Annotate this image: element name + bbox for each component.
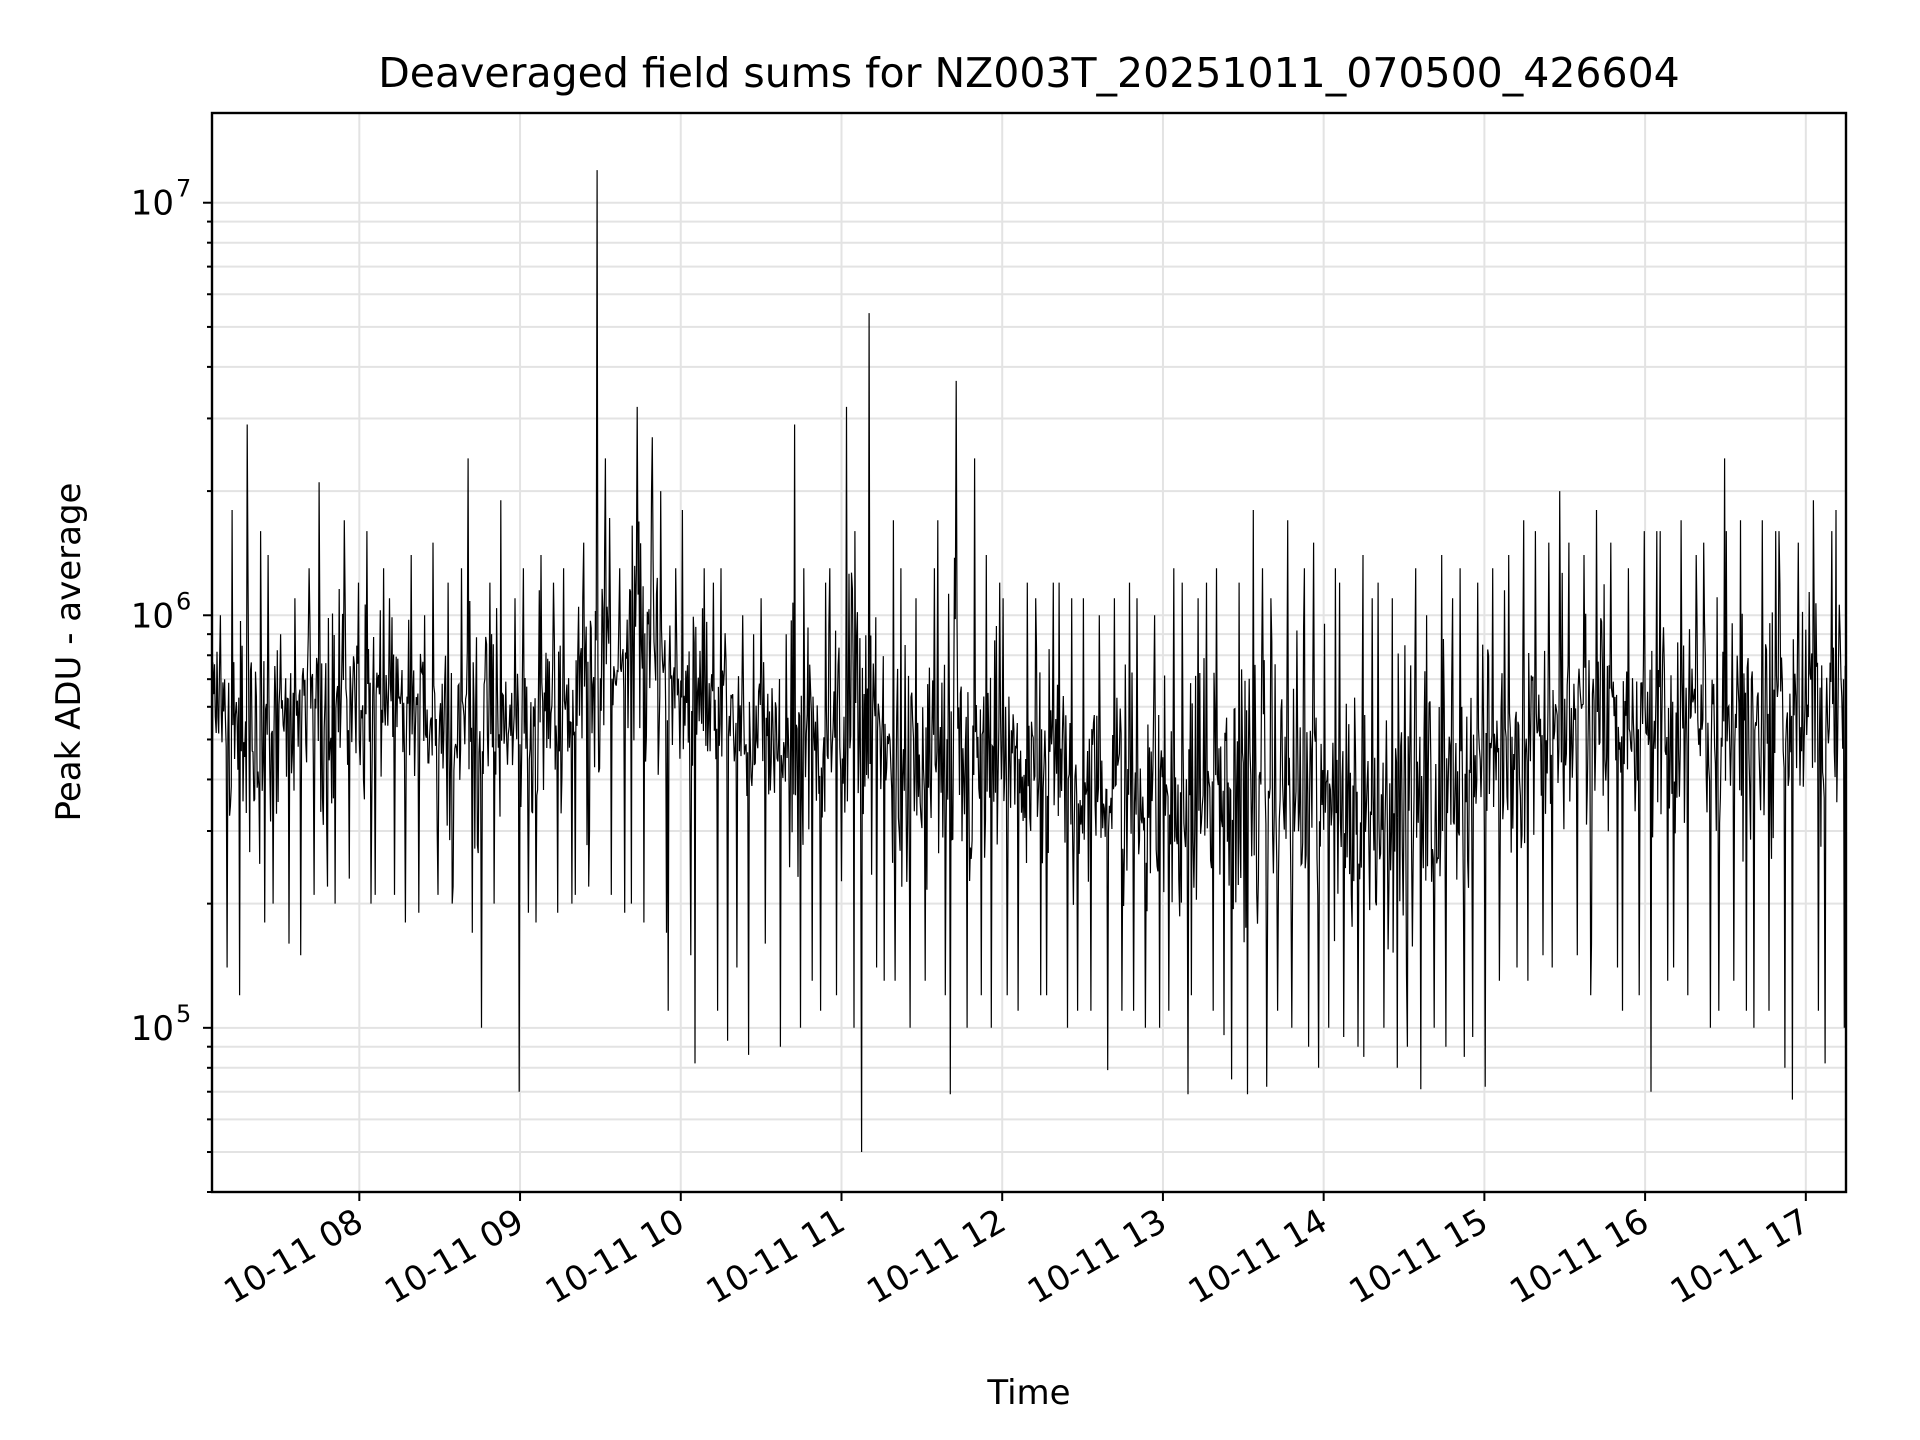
plot-frame — [210, 111, 1848, 1194]
y-tick-label-exponent: 5 — [176, 1000, 191, 1028]
y-tick-label-exponent: 6 — [176, 587, 191, 615]
x-axis-label: Time — [986, 1373, 1070, 1413]
series-layer — [211, 170, 1846, 1153]
y-tick-label: 10 — [131, 1009, 174, 1049]
y-axis-label: Peak ADU - average — [49, 483, 89, 822]
y-tick-label: 10 — [131, 596, 174, 636]
y-tick-label: 10 — [131, 184, 174, 224]
y-tick-label-exponent: 7 — [176, 175, 191, 203]
chart-title: Deaveraged field sums for NZ003T_2025101… — [378, 49, 1680, 97]
series-line — [211, 170, 1846, 1153]
